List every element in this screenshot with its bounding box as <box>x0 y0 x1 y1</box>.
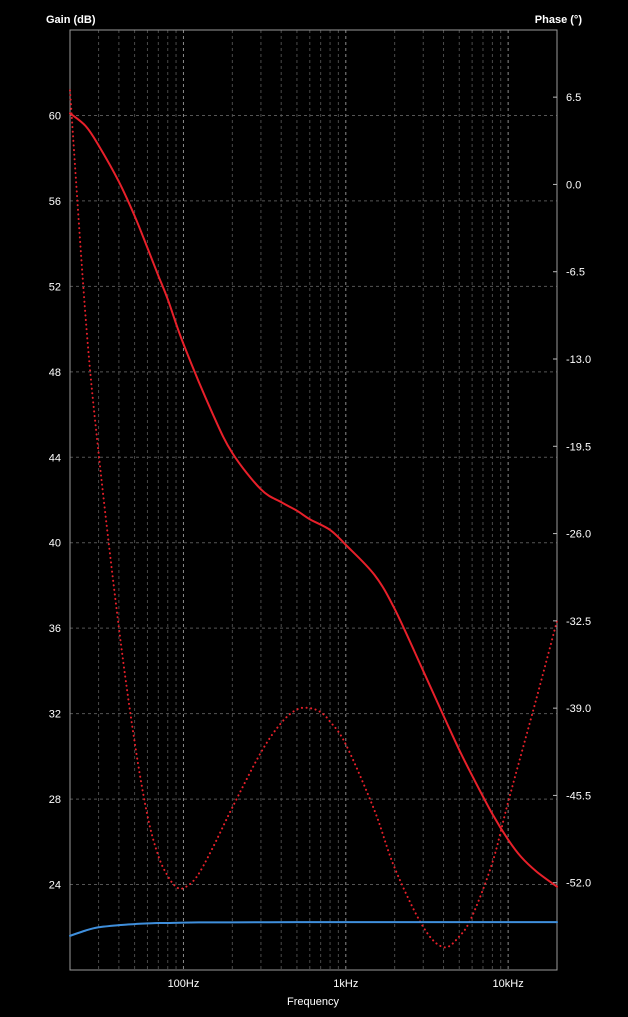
left-tick-label: 48 <box>49 367 61 379</box>
left-tick-label: 56 <box>49 196 61 208</box>
left-tick-label: 36 <box>49 623 61 635</box>
right-tick-label: -6.5 <box>566 267 585 279</box>
right-tick-label: -13.0 <box>566 354 591 366</box>
x-tick-label: 1kHz <box>333 978 358 990</box>
left-tick-label: 32 <box>49 709 61 721</box>
left-tick-label: 44 <box>49 452 61 464</box>
right-tick-label: -39.0 <box>566 703 591 715</box>
left-tick-label: 28 <box>49 794 61 806</box>
right-tick-label: -32.5 <box>566 616 591 628</box>
right-tick-label: -52.0 <box>566 878 591 890</box>
x-tick-label: 10kHz <box>493 978 524 990</box>
left-tick-label: 24 <box>49 880 61 892</box>
x-tick-label: 100Hz <box>168 978 200 990</box>
left-axis-title: Gain (dB) <box>46 14 96 26</box>
right-tick-label: -19.5 <box>566 441 591 453</box>
right-tick-label: 0.0 <box>566 179 581 191</box>
right-tick-label: 6.5 <box>566 92 581 104</box>
right-axis-title: Phase (°) <box>535 14 583 26</box>
right-tick-label: -26.0 <box>566 529 591 541</box>
left-tick-label: 40 <box>49 538 61 550</box>
right-tick-label: -45.5 <box>566 790 591 802</box>
x-axis-title: Frequency <box>287 996 339 1008</box>
left-tick-label: 60 <box>49 110 61 122</box>
left-tick-label: 52 <box>49 281 61 293</box>
